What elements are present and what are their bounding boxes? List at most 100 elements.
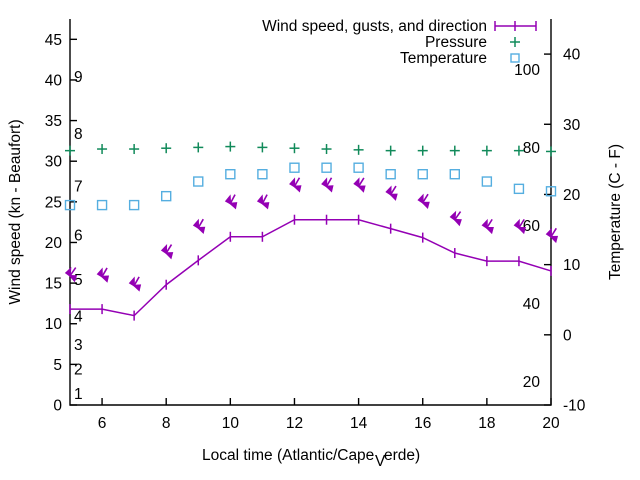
gust-direction-marker (481, 218, 494, 235)
gust-direction-marker (353, 177, 366, 193)
gust-direction-marker (224, 194, 238, 210)
beaufort-label: 4 (74, 309, 83, 326)
y-tick-label-left: 0 (53, 398, 62, 415)
y-tick-label-celsius: 30 (563, 117, 581, 134)
x-tick-label: 12 (286, 415, 303, 432)
gust-direction-marker (192, 218, 206, 234)
temperature-point (353, 162, 364, 173)
pressure-point (546, 146, 556, 157)
y-tick-label-celsius: -10 (563, 398, 586, 415)
gust-direction-marker (160, 244, 174, 260)
beaufort-label: 3 (74, 337, 83, 354)
y-tick-label-left: 20 (45, 235, 63, 252)
y-tick-label-left: 5 (53, 357, 62, 374)
gust-direction-marker (96, 267, 110, 283)
pressure-point (353, 144, 364, 155)
gust-direction-marker (449, 210, 462, 227)
pressure-point (385, 145, 396, 156)
beaufort-label: 8 (74, 126, 83, 143)
gust-direction-marker (417, 193, 430, 209)
legend-label-wind[interactable]: Wind speed, gusts, and direction (262, 18, 487, 35)
temperature-point (64, 199, 76, 211)
pressure-point (289, 143, 300, 154)
y-tick-label-fahrenheit: 20 (523, 374, 541, 391)
pressure-point (417, 145, 428, 156)
y-tick-label-fahrenheit: 60 (523, 218, 541, 235)
x-tick-label: 20 (542, 415, 560, 432)
x-tick-label: 14 (350, 415, 368, 432)
pressure-point (321, 144, 332, 155)
temperature-point (545, 186, 557, 197)
temperature-point (193, 176, 204, 187)
legend-marker-wind (494, 21, 537, 31)
legend-label-pressure[interactable]: Pressure (425, 34, 487, 51)
pressure-point (97, 144, 108, 155)
legend-marker-pressure (510, 37, 520, 47)
y-tick-label-left: 10 (45, 316, 63, 333)
chart-legend: Wind speed, gusts, and direction Pressur… (262, 18, 537, 67)
pressure-point (225, 141, 236, 152)
pressure-point (513, 145, 524, 156)
y-axis-right-title: Temperature (C - F) (607, 144, 624, 280)
pressure-point (193, 142, 204, 153)
wind-speed-series (69, 214, 552, 321)
gust-direction-marker (128, 276, 142, 292)
y-tick-label-celsius: 10 (563, 257, 581, 274)
plot-frame (69, 19, 552, 406)
gust-direction-marker (289, 177, 302, 193)
pressure-point (65, 145, 75, 156)
x-axis-title-sub: V (375, 453, 386, 470)
gust-direction-marker (256, 194, 270, 210)
beaufort-label: 1 (74, 386, 83, 403)
x-tick-label: 16 (414, 415, 431, 432)
legend-marker-temperature (510, 53, 520, 63)
x-axis-ticks: 6 8 10 12 14 16 18 20 (98, 398, 560, 432)
temperature-series (64, 162, 557, 211)
gust-direction-series (64, 177, 559, 292)
x-axis-title-pre: Local time (Atlantic/Cape (202, 447, 374, 464)
beaufort-label: 9 (74, 69, 83, 86)
temperature-point (513, 183, 525, 195)
y-tick-label-left: 45 (45, 32, 62, 49)
legend-label-temperature[interactable]: Temperature (400, 50, 487, 67)
beaufort-label: 7 (74, 179, 83, 196)
y-axis-right-ticks: -10 0 10 20 30 40 (544, 47, 586, 415)
temperature-point (160, 190, 172, 202)
y-tick-label-fahrenheit: 40 (523, 296, 541, 313)
y-tick-label-celsius: 40 (563, 47, 581, 64)
x-tick-label: 10 (222, 415, 240, 432)
y-tick-label-fahrenheit: 80 (523, 140, 541, 157)
y-tick-label-fahrenheit: 100 (514, 62, 540, 79)
x-tick-label: 18 (478, 415, 495, 432)
gust-direction-marker (321, 177, 334, 193)
temperature-point (257, 169, 268, 180)
beaufort-scale-labels: 1 2 3 4 5 6 7 8 9 (74, 69, 83, 403)
pressure-point (449, 145, 460, 156)
gust-direction-marker (545, 227, 559, 244)
pressure-series (65, 141, 556, 157)
y-axis-left-title: Wind speed (kn - Beaufort) (7, 119, 24, 304)
gust-direction-marker (385, 185, 398, 201)
pressure-point (481, 145, 492, 156)
beaufort-label: 6 (74, 227, 83, 244)
pressure-point (129, 144, 140, 155)
x-axis-title: Local time (Atlantic/Cape V erde) (202, 447, 420, 470)
temperature-point (225, 169, 236, 180)
temperature-point (417, 169, 428, 180)
y-axis-fahrenheit-labels: 20 40 60 80 100 (514, 62, 540, 391)
y-tick-label-celsius: 20 (563, 187, 581, 204)
wind-speed-line (70, 218, 552, 317)
y-tick-label-celsius: 0 (563, 327, 572, 344)
temperature-point (385, 169, 396, 180)
gust-direction-marker (64, 266, 78, 283)
x-axis-title-post: erde) (384, 447, 420, 464)
x-tick-label: 6 (98, 415, 107, 432)
y-tick-label-left: 35 (45, 113, 62, 130)
y-tick-label-left: 40 (45, 72, 63, 89)
temperature-point (321, 162, 332, 173)
y-tick-label-left: 15 (45, 276, 62, 293)
temperature-point (289, 162, 300, 173)
temperature-point (96, 199, 108, 211)
beaufort-label: 5 (74, 272, 83, 289)
